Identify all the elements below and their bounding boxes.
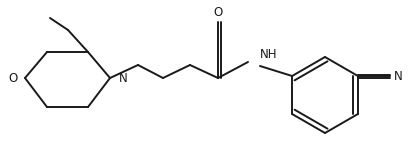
- Text: N: N: [119, 72, 128, 84]
- Text: O: O: [9, 72, 18, 84]
- Text: NH: NH: [260, 48, 278, 60]
- Text: O: O: [213, 6, 222, 20]
- Text: N: N: [393, 69, 402, 82]
